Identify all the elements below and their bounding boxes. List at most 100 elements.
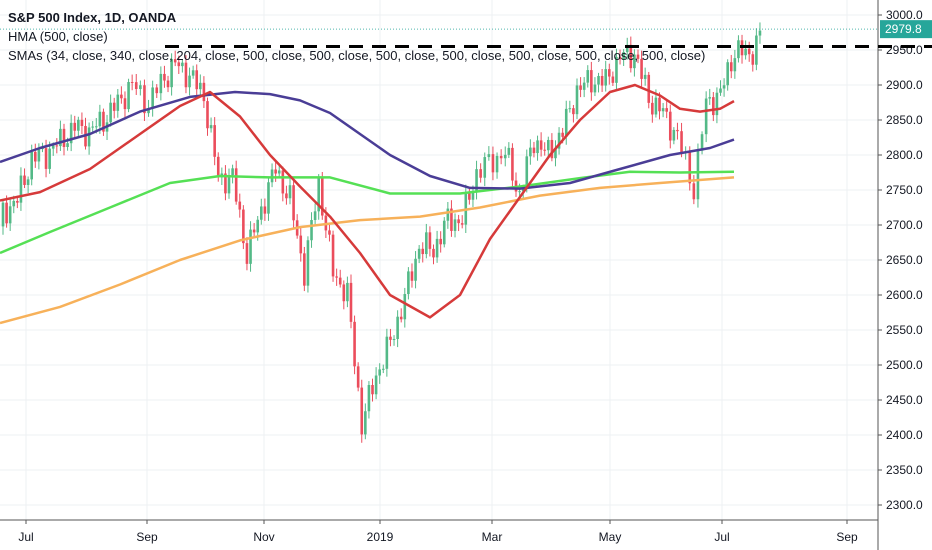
candle-up[interactable] [77,119,80,131]
candle-up[interactable] [700,134,704,151]
candle-down[interactable] [688,151,692,184]
candle-down[interactable] [338,277,342,285]
candle-down[interactable] [729,62,733,72]
candle-up[interactable] [231,168,234,176]
candle-down[interactable] [166,80,170,88]
candle-down[interactable] [640,58,643,79]
candle-up[interactable] [696,150,700,200]
candle-down[interactable] [651,102,654,115]
candle-up[interactable] [385,336,389,369]
candle-up[interactable] [529,147,532,157]
candle-down[interactable] [353,321,356,367]
candle-up[interactable] [597,75,600,85]
sma-340-line[interactable] [0,176,735,325]
candle-down[interactable] [600,75,604,86]
candle-up[interactable] [633,54,636,69]
candle-down[interactable] [668,111,672,141]
candle-down[interactable] [245,243,249,264]
candle-up[interactable] [495,155,499,173]
candle-down[interactable] [629,44,633,69]
candle-down[interactable] [712,97,715,116]
candle-up[interactable] [704,98,708,135]
candle-down[interactable] [242,209,245,244]
candle-up[interactable] [392,338,396,340]
candle-down[interactable] [33,151,37,162]
candle-down[interactable] [263,206,267,214]
candle-up[interactable] [381,368,385,370]
candle-up[interactable] [109,102,112,123]
candle-up[interactable] [249,229,252,264]
candle-up[interactable] [715,92,719,116]
candle-up[interactable] [30,151,33,180]
candle-down[interactable] [23,175,26,185]
candle-up[interactable] [604,69,607,86]
candle-down[interactable] [479,169,482,178]
candle-up[interactable] [564,108,568,137]
candle-down[interactable] [647,74,651,103]
candle-down[interactable] [216,156,220,178]
candle-up[interactable] [374,375,378,395]
candle-up[interactable] [147,108,150,114]
candle-down[interactable] [143,85,146,114]
sma-34-line[interactable] [0,83,735,319]
candle-up[interactable] [127,82,130,110]
candle-down[interactable] [303,253,306,286]
candle-up[interactable] [256,219,260,233]
sma-204-line[interactable] [0,170,735,255]
candle-up[interactable] [446,208,450,221]
candle-down[interactable] [44,148,48,169]
candle-down[interactable] [499,155,503,159]
candle-down[interactable] [747,48,751,55]
candle-up[interactable] [722,85,726,89]
candle-down[interactable] [213,125,216,157]
candle-down[interactable] [511,147,514,181]
candle-up[interactable] [417,248,421,259]
candle-up[interactable] [8,206,12,224]
candle-up[interactable] [48,148,51,169]
candle-up[interactable] [306,240,310,286]
candle-up[interactable] [407,271,410,295]
candle-down[interactable] [457,219,460,224]
candle-up[interactable] [170,59,173,88]
candle-up[interactable] [227,175,231,194]
candle-up[interactable] [475,169,478,193]
candle-down[interactable] [285,193,288,199]
candle-down[interactable] [532,147,536,154]
candle-down[interactable] [184,62,188,88]
candle-up[interactable] [199,82,202,90]
candle-down[interactable] [112,102,116,111]
candle-up[interactable] [554,148,557,159]
candle-up[interactable] [643,74,647,79]
candle-down[interactable] [607,69,611,77]
candle-up[interactable] [414,258,417,281]
candle-down[interactable] [692,183,696,200]
candle-up[interactable] [442,220,446,245]
candle-up[interactable] [744,48,747,56]
candle-down[interactable] [550,139,554,159]
candle-down[interactable] [428,232,432,249]
candle-up[interactable] [625,44,629,53]
candle-up[interactable] [471,192,475,200]
candle-up[interactable] [66,143,69,147]
candle-up[interactable] [91,126,94,128]
candle-down[interactable] [460,223,464,225]
candle-up[interactable] [708,97,712,99]
candle-up[interactable] [378,369,381,376]
candle-up[interactable] [726,62,729,86]
candle-up[interactable] [575,85,579,115]
candle-up[interactable] [288,185,292,199]
candle-up[interactable] [310,219,313,241]
candle-up[interactable] [654,97,658,115]
candle-up[interactable] [37,148,41,162]
candle-down[interactable] [450,208,453,231]
candle-down[interactable] [16,200,19,203]
candle-up[interactable] [487,154,491,158]
candle-down[interactable] [274,169,277,174]
candle-down[interactable] [331,234,335,277]
candle-up[interactable] [277,170,281,174]
candle-up[interactable] [453,219,457,231]
candle-up[interactable] [758,30,762,36]
candle-up[interactable] [557,132,561,149]
candle-down[interactable] [206,101,209,129]
